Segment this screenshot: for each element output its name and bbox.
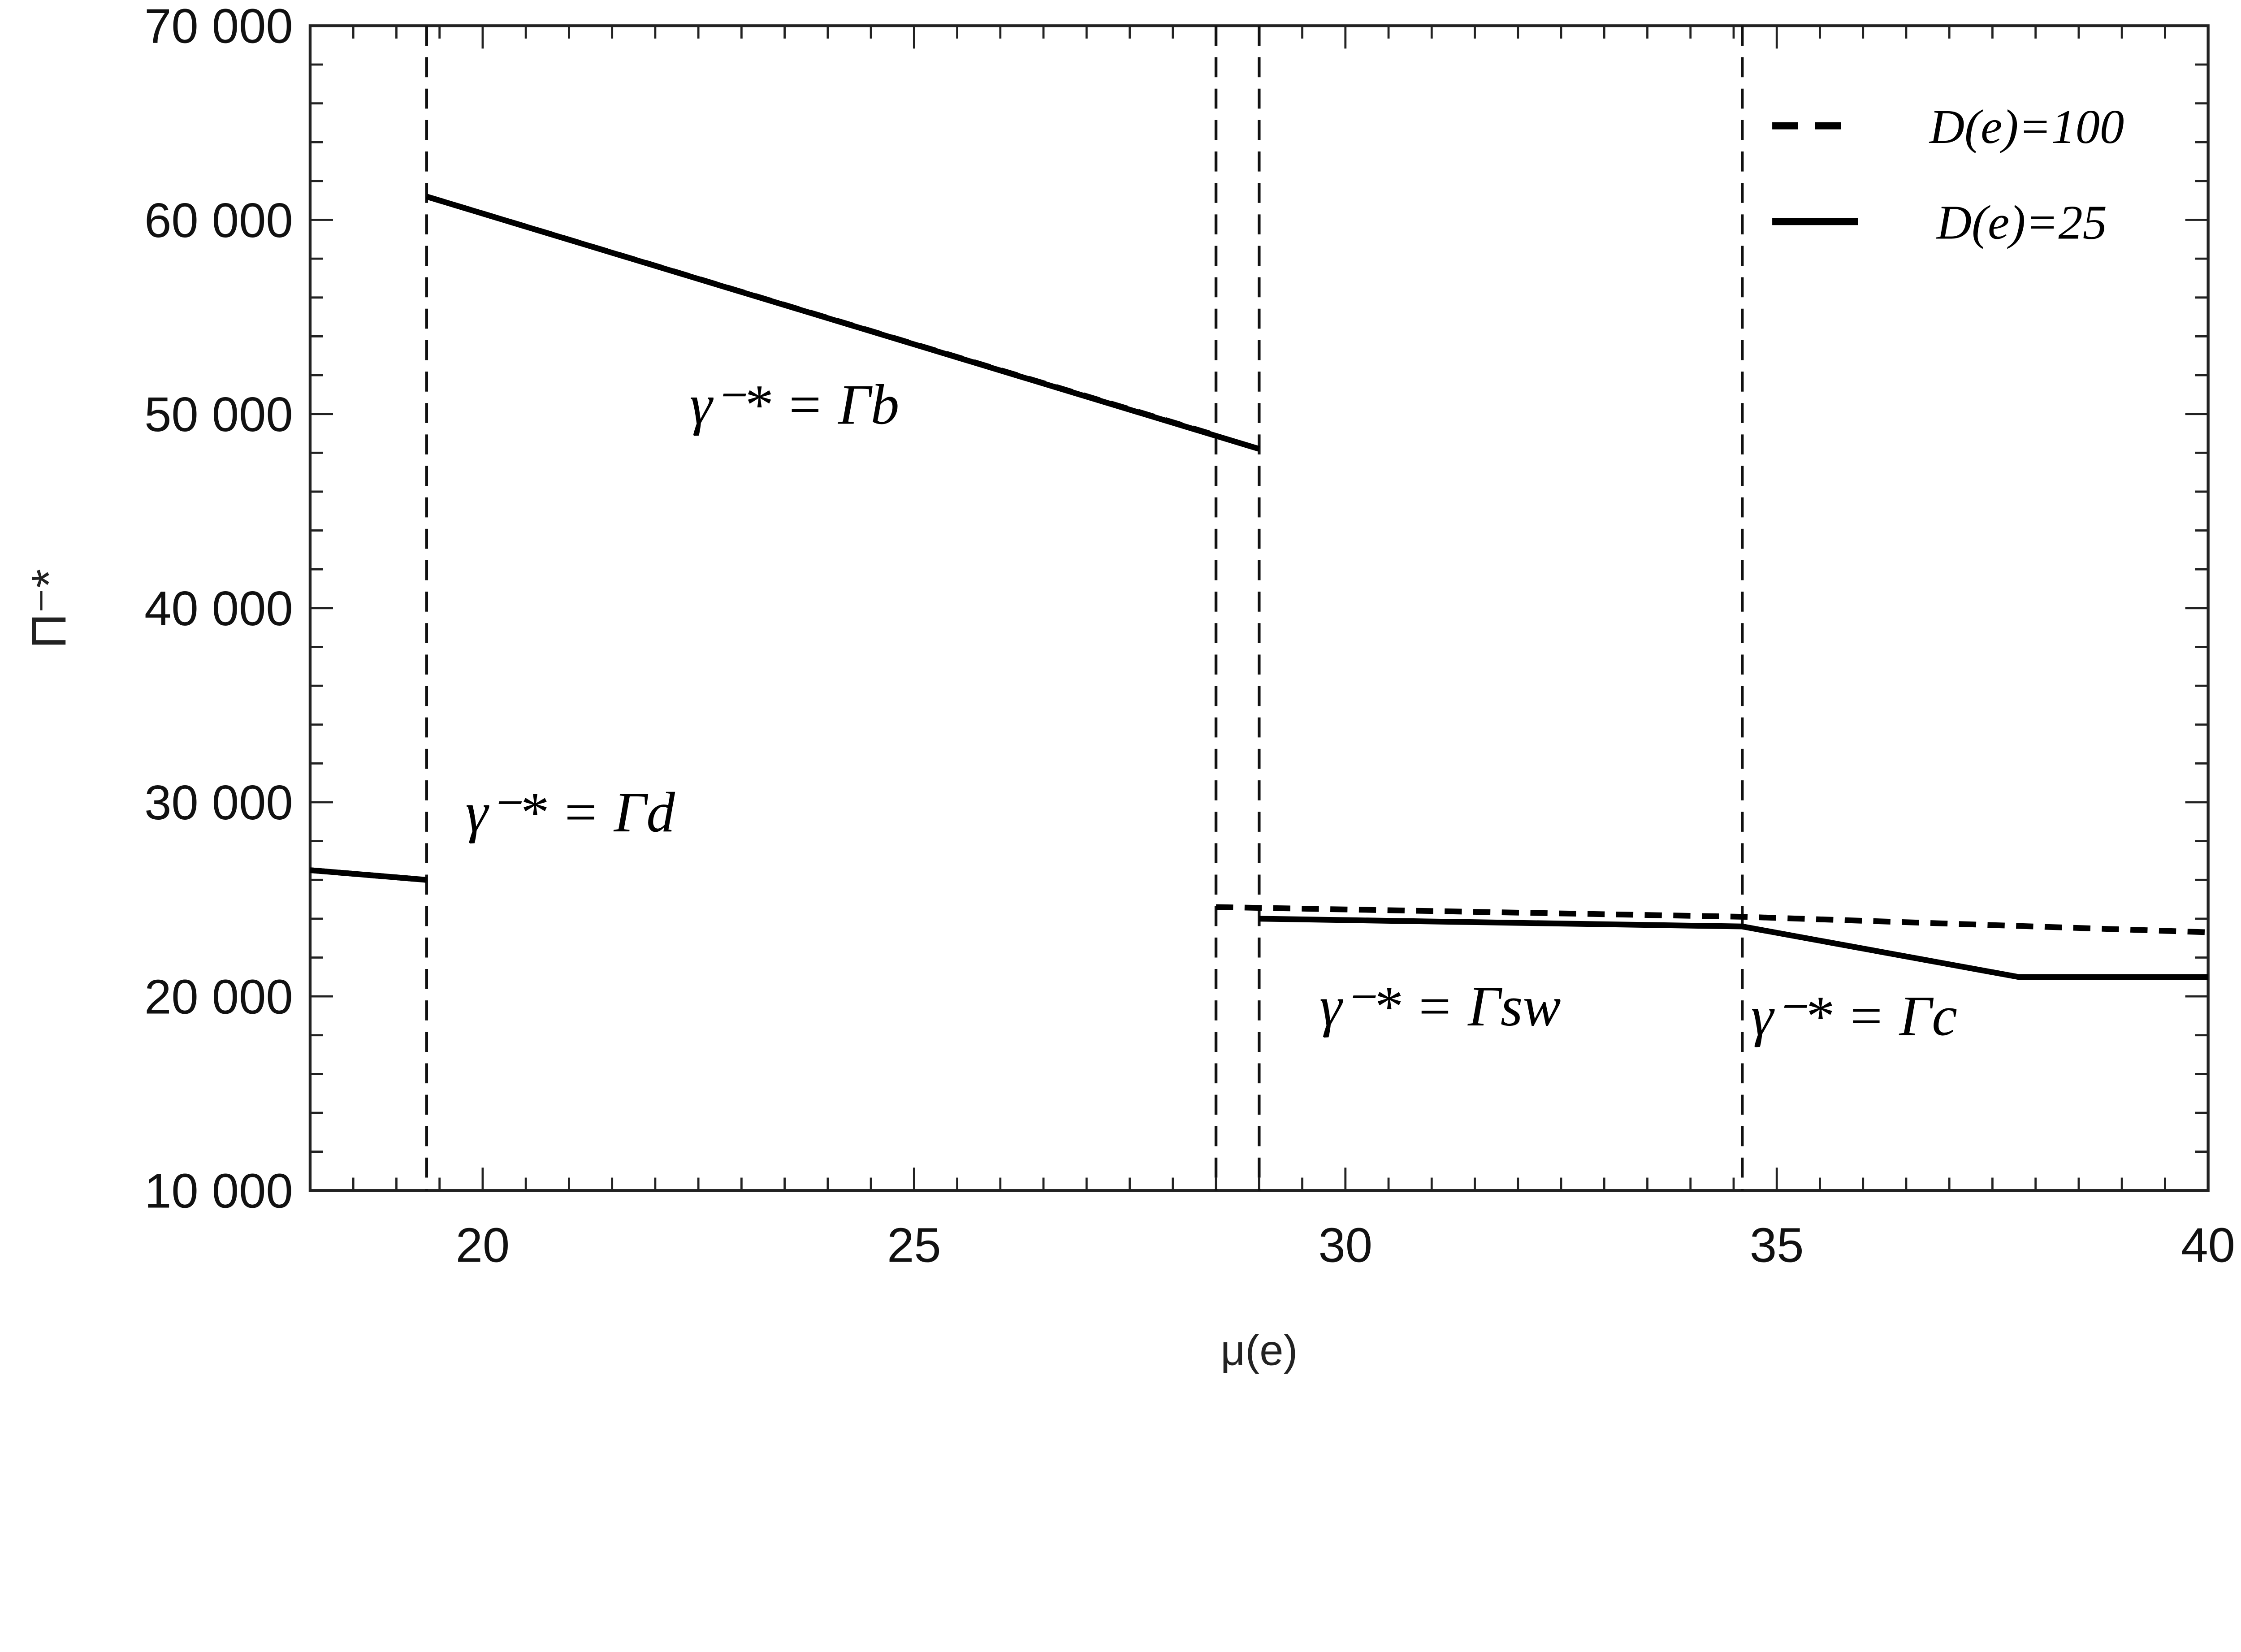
chart: 20 25 30 35 40 10 000 20 000 30 000 40 000 50 000…: [22, 0, 2235, 1374]
x-axis-label: μ(e): [1220, 1326, 1298, 1374]
region-annotation-b: γ⁻* = Γb: [690, 372, 900, 436]
series-line-d100: [1216, 904, 2208, 935]
y-tick-label: 20 000: [144, 969, 293, 1024]
y-tick-label: 30 000: [144, 775, 293, 830]
x-tick-label: 20: [456, 1218, 510, 1272]
region-annotation-c: γ⁻* = Γc: [1751, 984, 1957, 1048]
y-tick-label: 70 000: [144, 0, 293, 53]
x-tick-label: 40: [2181, 1218, 2235, 1272]
region-annotation-sw: γ⁻* = Γsw: [1320, 974, 1561, 1038]
x-tick-label: 35: [1750, 1218, 1804, 1272]
region-annotation-d: γ⁻* = Γd: [465, 780, 675, 844]
y-tick-label: 40 000: [144, 581, 293, 636]
y-tick-label: 60 000: [144, 193, 293, 247]
legend: D(e)=100 D(e)=25: [1772, 100, 2124, 250]
y-tick-label: 10 000: [144, 1164, 293, 1218]
series-line-d25: [1259, 916, 2208, 980]
y-tick-label: 50 000: [144, 387, 293, 441]
legend-label-d100: D(e)=100: [1929, 100, 2124, 154]
series-line-d25: [310, 867, 427, 883]
series-line-d25: [425, 194, 1260, 452]
legend-label-d25: D(e)=25: [1936, 196, 2107, 250]
x-tick-label: 30: [1318, 1218, 1372, 1272]
y-axis-label: Π⁻*: [22, 569, 76, 649]
x-tick-label: 25: [887, 1218, 941, 1272]
